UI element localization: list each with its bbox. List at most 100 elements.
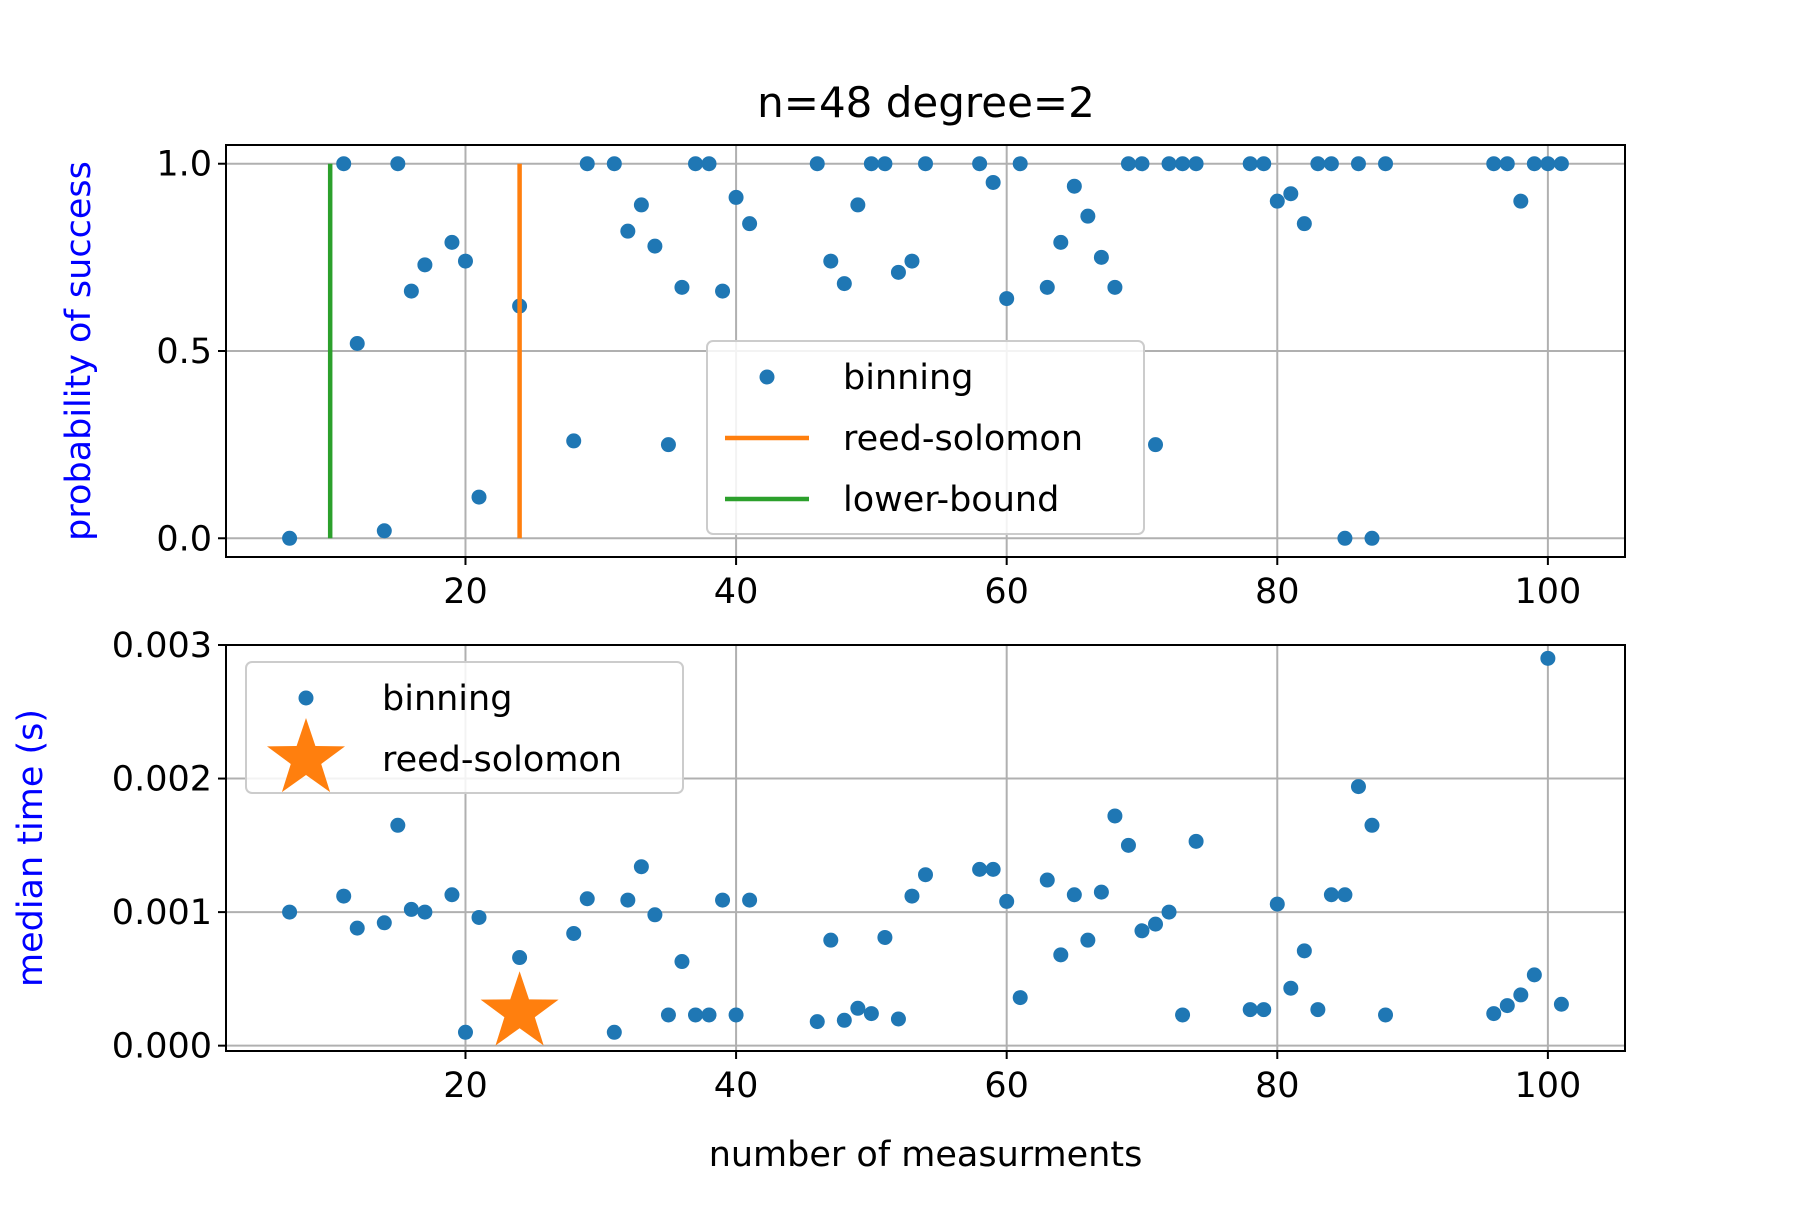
data-point [566,925,582,941]
data-point [674,279,690,295]
legend-box [245,661,684,794]
data-point [579,891,595,907]
data-point [1080,932,1096,948]
panel-1: 20 40 60 80 100 0.0 0.5 1.0 probability of succe… [59,144,1626,612]
data-point [863,156,879,172]
data-point [647,907,663,923]
data-point [904,888,920,904]
data-point [1310,1002,1326,1018]
data-point [877,156,893,172]
data-point [918,156,933,172]
data-point [1161,156,1177,172]
x-tick-label: 20 [443,1066,488,1106]
data-point [1540,156,1556,172]
legend-label: reed-solomon [382,740,622,780]
data-point [349,920,365,936]
data-point [1093,249,1109,265]
data-point [715,892,731,908]
x-tick-label: 80 [1255,572,1300,612]
data-point [890,1011,906,1027]
data-point [1283,186,1299,202]
data-point [1161,904,1177,920]
data-point [1526,156,1542,172]
data-point [999,893,1015,909]
data-point [863,1006,879,1022]
legend-marker [298,690,314,706]
data-point [457,253,473,269]
data-point [1188,833,1204,849]
data-point [1513,987,1529,1003]
y-tick-label: 0.003 [112,626,212,666]
data-point [390,817,406,833]
data-point [1283,980,1299,996]
data-point [660,1007,676,1023]
data-point [1378,156,1394,172]
data-point [1148,437,1164,453]
data-point [674,954,690,970]
data-point [972,156,988,172]
data-point [336,156,352,172]
data-point [1337,530,1353,546]
data-point [1242,1002,1258,1018]
y-tick-label: 0.000 [112,1027,212,1067]
data-point [633,197,649,213]
data-point [444,234,460,250]
data-point [444,887,460,903]
data-point [390,156,406,172]
data-point [823,932,839,948]
data-point [606,1024,622,1040]
data-point [376,915,392,931]
data-point [1093,884,1109,900]
data-point [1296,943,1312,959]
y-tick-label: 0.0 [156,519,212,559]
data-point [1080,208,1096,224]
data-point [1175,156,1191,172]
y-axis-label: probability of success [59,161,99,541]
data-point [1378,1007,1394,1023]
data-point [701,1007,717,1023]
data-point [1486,1006,1502,1022]
data-point [1188,156,1204,172]
data-point [728,1007,744,1023]
data-point [985,861,1001,877]
data-point [1486,156,1502,172]
x-tick-label: 100 [1514,1066,1581,1106]
data-point [417,257,433,273]
data-point [985,174,1001,190]
data-point [660,437,676,453]
data-point [1107,808,1123,824]
data-point [1513,193,1529,209]
data-point [606,156,622,172]
data-point [742,216,758,232]
data-point [457,1024,473,1040]
data-point [1296,216,1312,232]
y-tick-label: 0.002 [112,760,212,800]
data-point [1553,156,1569,172]
data-point [1120,156,1136,172]
data-point [1175,1007,1191,1023]
data-point [471,489,487,505]
data-point [417,904,433,920]
data-point [620,223,636,239]
data-point [1337,887,1353,903]
data-point [877,929,893,945]
data-point [579,156,595,172]
data-point [715,283,731,299]
data-point [1012,990,1028,1006]
x-tick-label: 80 [1255,1066,1300,1106]
data-point [823,253,839,269]
data-point [1553,996,1569,1012]
data-point [620,892,636,908]
data-point [1148,916,1164,932]
data-point [647,238,663,254]
data-point [1364,817,1380,833]
data-point [809,1014,825,1030]
x-tick-label: 60 [984,1066,1029,1106]
data-point [566,433,582,449]
plot-frame [225,144,1626,558]
data-point [1242,156,1258,172]
x-tick-label: 20 [443,572,488,612]
data-point [1134,156,1150,172]
panel-2: 20 40 60 80 100 0.000 0.001 0.002 0.003 median ti… [11,626,1626,1175]
